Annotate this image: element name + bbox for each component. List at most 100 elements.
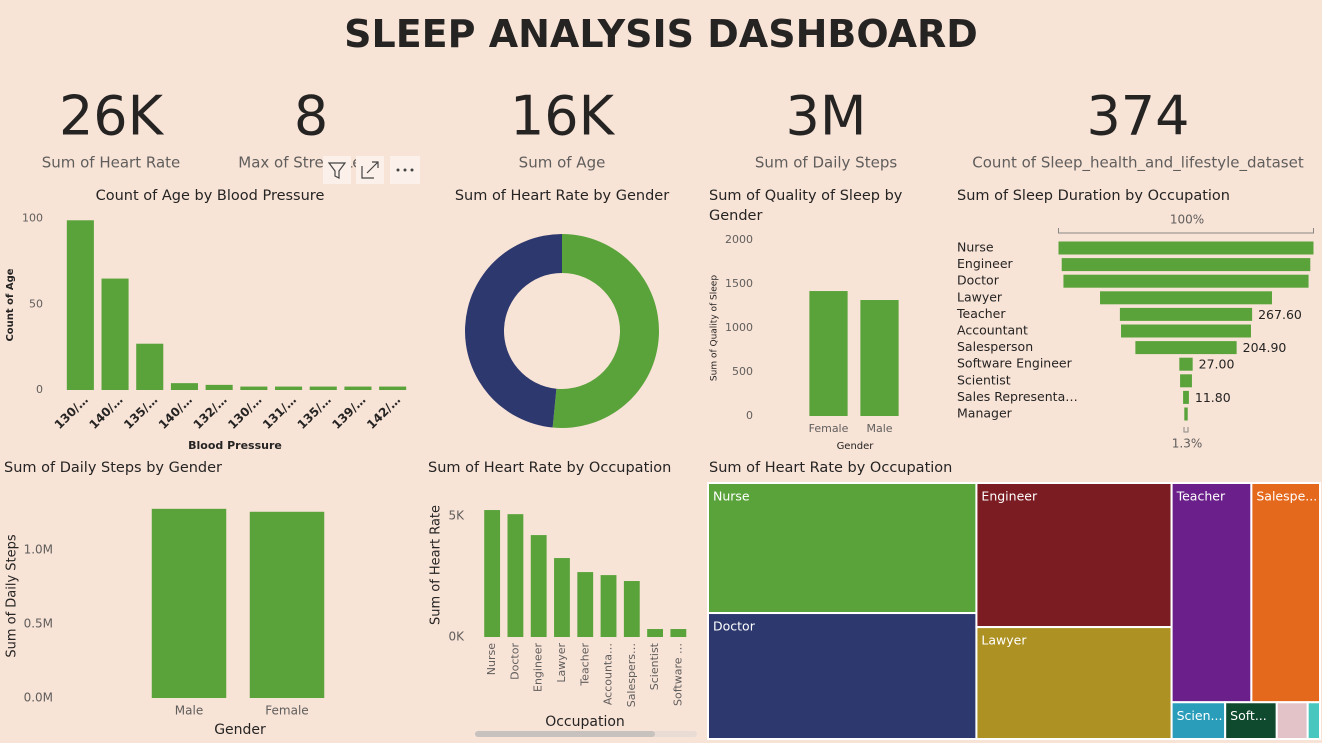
funnel-bar [1119, 307, 1253, 321]
funnel-bar [1184, 407, 1188, 421]
funnel-bar [1063, 274, 1309, 288]
kpi-value: 3M [786, 85, 867, 148]
dot [403, 168, 407, 172]
y-tick-label: 1000 [725, 321, 753, 334]
chart-title: Sum of Heart Rate by Gender [454, 188, 670, 204]
chart-title: Sum of Daily Steps by Gender [4, 460, 223, 476]
kpi-value: 26K [59, 85, 165, 148]
funnel-category: Nurse [957, 240, 994, 255]
y-tick-label: 100 [22, 212, 43, 225]
bar [379, 386, 407, 390]
data-label: 267.60 [1258, 307, 1302, 322]
x-tick-label: Salespers… [625, 643, 638, 707]
kpi-label: Sum of Daily Steps [755, 154, 898, 172]
chart-title: Count of Age by Blood Pressure [95, 188, 325, 204]
treemap-label: Doctor [713, 619, 756, 634]
x-tick-label: Software … [671, 643, 684, 706]
x-tick-label: Teacher [578, 643, 591, 687]
dot [410, 168, 414, 172]
bar [240, 386, 268, 390]
treemap-label: Scien... [1177, 708, 1223, 723]
bar [647, 629, 663, 637]
kpi-value: 8 [294, 85, 328, 148]
bar [530, 535, 547, 637]
funnel-bar [1100, 291, 1272, 305]
y-tick-label: 0 [36, 383, 43, 396]
funnel-category: Accountant [957, 323, 1028, 338]
x-tick-label: Male [175, 704, 203, 718]
x-axis-title: Blood Pressure [188, 439, 282, 452]
bar [170, 383, 198, 390]
chart-title: Sum of Heart Rate by Occupation [709, 460, 953, 476]
funnel-top-label: 100% [1170, 213, 1204, 227]
funnel-category: Teacher [956, 306, 1006, 321]
y-tick-label: 1500 [725, 277, 753, 290]
y-tick-label: 0.5M [24, 616, 53, 630]
x-tick-label: 139/… [329, 393, 368, 432]
funnel-bracket [1058, 228, 1314, 234]
visual-toolbar [323, 156, 420, 184]
bar [136, 343, 164, 390]
kpi-value: 16K [510, 85, 616, 148]
bar [151, 508, 227, 698]
bar [600, 575, 617, 637]
y-tick-label: 50 [29, 297, 43, 310]
data-label: 27.00 [1199, 357, 1235, 372]
treemap-cell [1170, 482, 1253, 704]
funnel-category: Scientist [957, 372, 1011, 387]
x-tick-label: 132/… [191, 393, 230, 432]
bar [507, 514, 524, 637]
funnel-category: Lawyer [957, 289, 1003, 304]
x-tick-label: Nurse [485, 643, 498, 675]
funnel-category: Sales Representa… [957, 389, 1078, 404]
treemap-label: Nurse [713, 489, 750, 504]
y-axis-title: Sum of Quality of Sleep [710, 275, 720, 381]
focus-icon [361, 161, 379, 179]
x-tick-label: Female [265, 704, 308, 718]
bar [670, 629, 687, 637]
kpi-value: 374 [1086, 85, 1189, 148]
treemap-label: Soft... [1230, 708, 1267, 723]
funnel-bar [1061, 258, 1311, 272]
funnel-bracket [1183, 427, 1189, 433]
y-tick-label: 0K [448, 630, 465, 644]
funnel-category: Software Engineer [957, 356, 1073, 371]
bar [623, 581, 640, 637]
x-tick-label: 135/… [121, 393, 160, 432]
bar [249, 511, 325, 698]
donut-slice [464, 234, 562, 428]
x-tick-label: 130/… [225, 393, 264, 432]
treemap-cell [1224, 701, 1278, 741]
bar [309, 386, 337, 390]
x-tick-label: 140/… [86, 393, 125, 432]
funnel-bar [1183, 390, 1189, 404]
treemap-label: Lawyer [981, 633, 1027, 648]
treemap-label: Engineer [981, 489, 1038, 504]
x-tick-label: 142/… [364, 393, 403, 432]
scrollbar-thumb[interactable] [475, 731, 655, 737]
dashboard-title: SLEEP ANALYSIS DASHBOARD [344, 12, 978, 56]
funnel-bar [1179, 357, 1193, 371]
x-tick-label: Lawyer [555, 643, 568, 683]
y-tick-label: 0 [746, 409, 753, 422]
filter-icon [327, 162, 347, 179]
bar [205, 384, 233, 390]
y-tick-label: 0.0M [24, 691, 53, 705]
funnel-category: Doctor [957, 273, 1000, 288]
filter-button[interactable] [323, 156, 351, 184]
x-tick-label: Female [809, 422, 849, 435]
funnel-bottom-label: 1.3% [1172, 437, 1203, 451]
data-label: 204.90 [1243, 340, 1287, 355]
bar [809, 291, 848, 416]
y-tick-label: 1.0M [24, 542, 53, 556]
funnel-bar [1058, 241, 1314, 255]
y-tick-label: 5K [448, 509, 465, 523]
y-tick-label: 500 [732, 365, 753, 378]
x-tick-label: Scientist [648, 642, 661, 690]
treemap-cell [1250, 482, 1321, 704]
bar [101, 278, 129, 390]
x-tick-label: 135/… [295, 393, 334, 432]
y-axis-title: Count of Age [5, 268, 16, 341]
